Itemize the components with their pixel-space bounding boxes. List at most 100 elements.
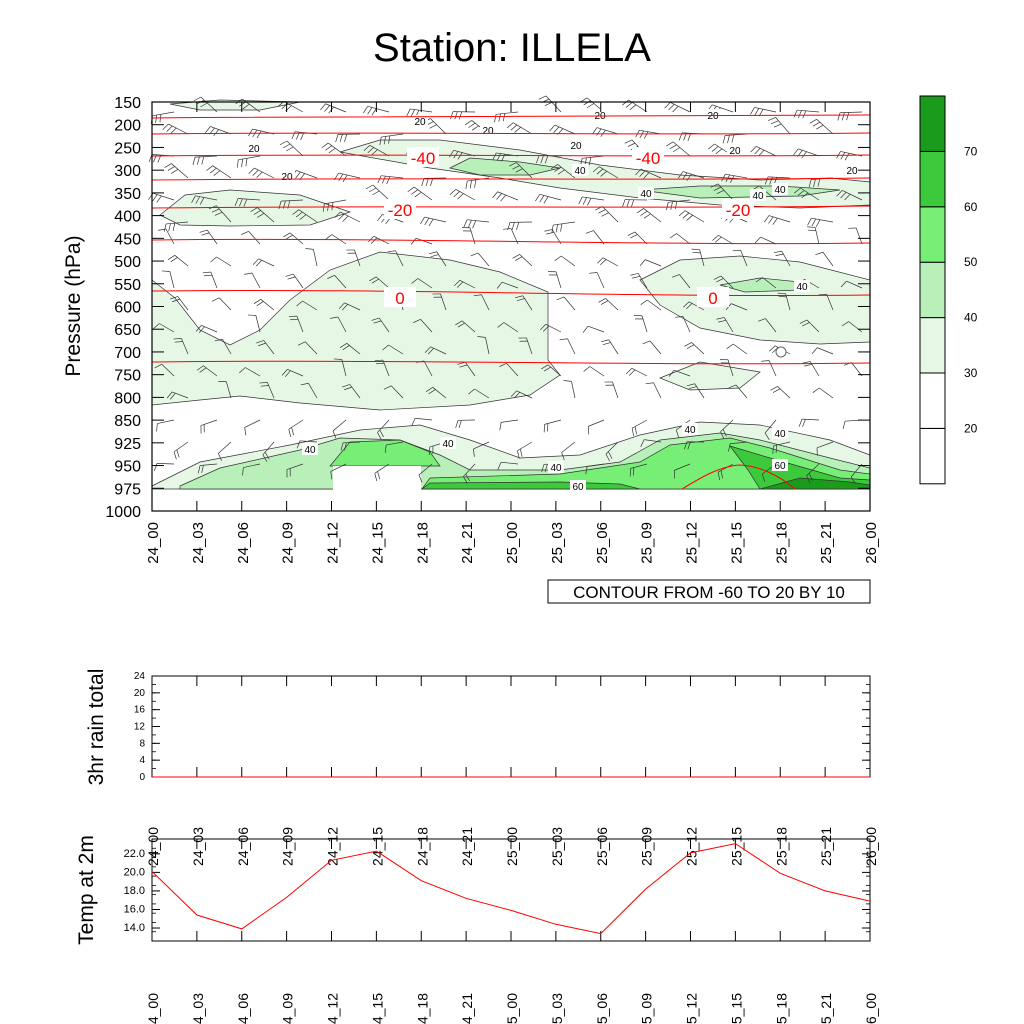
wind-barb — [455, 419, 476, 429]
wind-barb — [793, 109, 820, 119]
pressure-tick-label: 925 — [114, 436, 141, 453]
time-tick-label: 25_09 — [639, 993, 655, 1024]
wind-barb — [167, 255, 189, 267]
time-tick-label: 24_06 — [235, 522, 252, 564]
temperature-contours: -40 -40 -20 -20 0 0 — [151, 114, 871, 490]
wind-barb — [750, 146, 777, 157]
wind-barb — [242, 463, 261, 476]
wind-barb — [807, 217, 834, 227]
humidity-contour-label: 40 — [684, 425, 696, 436]
contour-label-bg — [246, 142, 262, 154]
colorbar-swatch — [919, 150, 946, 208]
wind-barb — [726, 343, 748, 355]
colorbar-swatch — [919, 427, 946, 485]
humidity-contour-label: 20 — [729, 146, 741, 157]
time-tick-label: 25_03 — [549, 827, 565, 866]
wind-barb — [799, 319, 820, 333]
wind-barb — [297, 341, 318, 355]
time-tick-label: 25_15 — [728, 993, 744, 1024]
time-tick-label: 25_06 — [594, 993, 610, 1024]
wind-barb — [455, 320, 476, 333]
time-tick-label: 25_15 — [728, 522, 745, 564]
wind-barb — [239, 367, 261, 377]
wind-barb — [666, 199, 691, 211]
wind-barb — [449, 189, 476, 201]
contour-label-bg — [570, 480, 586, 492]
wind-barb — [244, 419, 261, 436]
contour-label-bg — [592, 109, 608, 121]
wind-barb — [684, 441, 705, 450]
wind-barb — [363, 145, 390, 157]
wind-barb — [327, 275, 347, 289]
wind-barb — [465, 177, 490, 190]
y-tick-label: 16 — [134, 705, 146, 716]
y-tick-label: 12 — [134, 722, 146, 733]
wind-barb — [377, 175, 404, 185]
temperature-contour-label: 0 — [708, 289, 717, 308]
wind-barb — [166, 391, 189, 400]
temperature-contour — [151, 154, 871, 157]
contour-label-bg — [844, 164, 860, 176]
wind-barb — [836, 190, 863, 201]
wind-barb — [374, 463, 390, 482]
temperature-contour-label: -20 — [726, 201, 751, 220]
wind-barb — [496, 281, 519, 289]
wind-barb — [205, 126, 232, 137]
colorbar-label: 70 — [964, 144, 978, 158]
contour-label-bg — [772, 427, 788, 439]
wind-barb — [675, 316, 691, 333]
humidity-shading — [151, 99, 871, 490]
wind-barb — [666, 141, 691, 157]
y-tick-label: 20.0 — [124, 866, 145, 878]
wind-barb — [728, 384, 748, 399]
temperature-contour-label: -40 — [411, 149, 436, 168]
time-tick-label: 26_00 — [863, 827, 879, 866]
humidity-region — [329, 439, 441, 467]
humidity-contour-label: 40 — [640, 189, 652, 200]
contour-label-bg — [794, 280, 810, 292]
wind-barb — [728, 441, 748, 452]
wind-barb — [424, 346, 447, 355]
wind-barb — [156, 419, 175, 432]
contour-label-bg — [705, 109, 721, 121]
wind-barb — [346, 249, 361, 267]
calm-wind-marker — [775, 346, 787, 358]
time-tick-label: 25_09 — [639, 522, 656, 564]
wind-barb — [296, 440, 318, 449]
wind-barb — [332, 419, 347, 439]
rain-axis-label: 3hr rain total — [85, 669, 108, 786]
wind-barb — [585, 230, 605, 245]
temperature-contour — [151, 289, 871, 297]
time-tick-label: 24_18 — [414, 993, 430, 1024]
wind-barb — [582, 325, 605, 333]
pressure-tick-label: 450 — [114, 231, 141, 248]
wind-barb — [691, 248, 705, 267]
wind-barb — [556, 296, 576, 311]
wind-barb — [322, 199, 347, 212]
wind-barb — [247, 314, 261, 333]
contour-label-bg — [682, 423, 698, 435]
wind-barb — [252, 258, 275, 267]
contour-info-box — [547, 579, 871, 604]
humidity-region — [759, 477, 871, 490]
contour-label-bg — [697, 287, 729, 307]
wind-barb — [235, 98, 261, 113]
wind-barb — [510, 390, 533, 399]
contour-info-text: CONTOUR FROM -60 TO 20 BY 10 — [573, 583, 845, 602]
temperature-contour — [151, 205, 871, 209]
contour-label-bg — [572, 164, 588, 176]
wind-barb — [635, 129, 662, 139]
pressure-tick-label: 600 — [114, 300, 141, 317]
wind-barb — [631, 419, 648, 437]
pressure-tick-label: 800 — [114, 390, 141, 407]
time-tick-label: 25_12 — [684, 993, 700, 1024]
wind-barb — [330, 316, 347, 333]
y-tick-label: 24 — [134, 671, 146, 682]
wind-barb — [798, 418, 820, 427]
time-tick-label: 24_21 — [459, 827, 475, 866]
wind-barb — [585, 463, 605, 475]
wind-barb — [453, 279, 476, 289]
wind-barb — [196, 365, 218, 377]
wind-barb — [244, 272, 261, 289]
